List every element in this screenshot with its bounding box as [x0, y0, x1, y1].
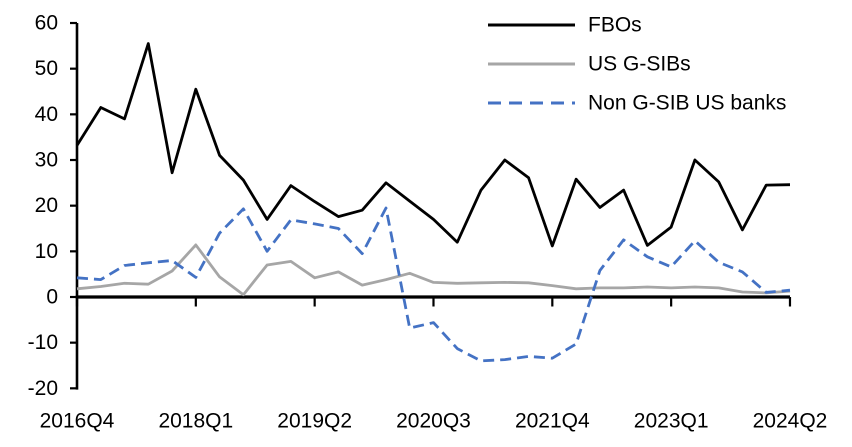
y-tick-label: 40 [35, 103, 58, 126]
legend-group: FBOs US G-SIBs Non G-SIB US banks [488, 14, 786, 115]
x-tick-label: 2023Q1 [634, 410, 709, 433]
series-line-non-g-sib-us-banks [76, 206, 791, 363]
x-tick-label: 2024Q2 [753, 410, 828, 433]
series-group [75, 42, 791, 363]
y-tick-label: 50 [35, 57, 58, 80]
series-line-us-g-sibs [76, 243, 791, 297]
y-tick-label: 0 [46, 286, 58, 309]
series-line-fbos [75, 42, 791, 248]
y-tick-label: 60 [35, 12, 58, 35]
x-tick-label: 2020Q3 [396, 410, 471, 433]
legend-item-fbos: FBOs [488, 14, 642, 37]
y-tick-label: 10 [35, 240, 58, 263]
y-tick-label: -10 [28, 331, 58, 354]
x-tick-label: 2021Q4 [515, 410, 590, 433]
y-tick-label: -20 [28, 377, 58, 400]
x-tick-label: 2018Q1 [158, 410, 233, 433]
legend-label: FBOs [588, 14, 642, 37]
x-tick-label: 2016Q4 [40, 410, 115, 433]
axes-group: -20 -10 0 10 20 30 40 50 60 2016Q4 2018Q1 2019Q2 202… [28, 12, 828, 433]
legend-item-non-g-sib-us-banks: Non G-SIB US banks [488, 92, 786, 115]
legend-label: Non G-SIB US banks [588, 92, 786, 115]
x-tick-label: 2019Q2 [277, 410, 352, 433]
legend-item-us-g-sibs: US G-SIBs [488, 53, 691, 76]
y-tick-label: 20 [35, 194, 58, 217]
legend-label: US G-SIBs [588, 53, 691, 76]
y-tick-label: 30 [35, 149, 58, 172]
